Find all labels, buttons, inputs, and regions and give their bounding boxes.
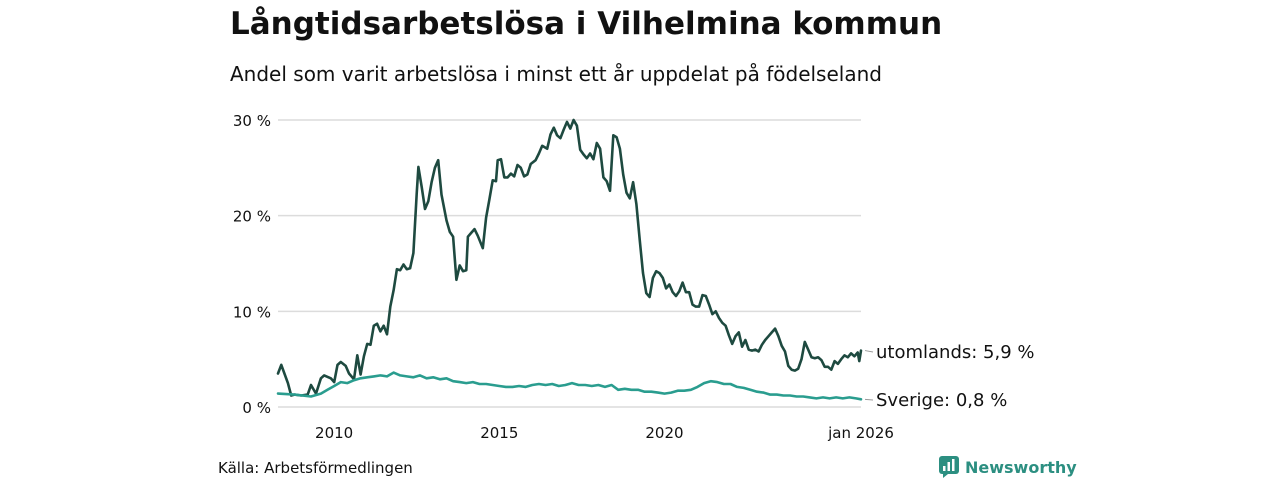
grid-lines — [278, 119, 861, 408]
series-line-utomlands — [276, 118, 863, 397]
chart-subtitle: Andel som varit arbetslösa i minst ett å… — [230, 62, 882, 86]
newsworthy-logo-icon — [939, 456, 959, 478]
x-tick-label: 2020 — [645, 424, 683, 442]
chart-title: Långtidsarbetslösa i Vilhelmina kommun — [230, 6, 943, 42]
y-tick-label: 20 % — [233, 208, 271, 226]
label-connector — [864, 350, 874, 353]
y-tick-label: 10 % — [233, 303, 271, 321]
y-tick-label: 0 % — [242, 399, 271, 417]
y-axis-ticks: 0 % 10 % 20 % 30 % — [233, 112, 271, 417]
series-end-labels: utomlands: 5,9 % Sverige: 0,8 % — [864, 342, 1035, 411]
x-axis-ticks: 2010 2015 2020 jan 2026 — [315, 424, 894, 442]
series-lines — [276, 118, 863, 401]
source-note: Källa: Arbetsförmedlingen — [218, 459, 413, 477]
label-connector — [864, 398, 874, 401]
brand-logo[interactable]: Newsworthy — [939, 456, 1077, 478]
series-end-label-utomlands: utomlands: 5,9 % — [876, 342, 1035, 363]
x-tick-label: 2015 — [480, 424, 518, 442]
y-tick-label: 30 % — [233, 112, 271, 130]
series-line-sverige — [276, 371, 863, 401]
brand-name: Newsworthy — [965, 457, 1077, 477]
series-end-label-sverige: Sverige: 0,8 % — [876, 390, 1007, 411]
x-tick-label: jan 2026 — [827, 424, 894, 442]
x-tick-label: 2010 — [315, 424, 353, 442]
